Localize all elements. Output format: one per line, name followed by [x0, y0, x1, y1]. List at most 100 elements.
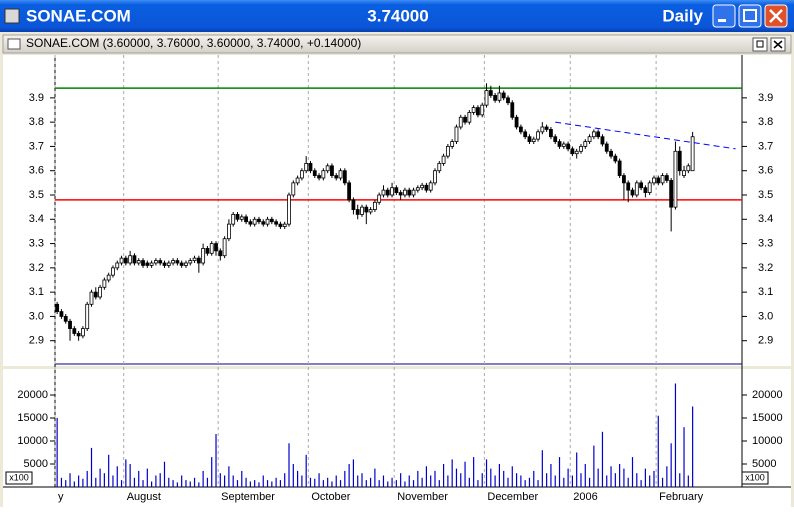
candle-body [506, 97, 510, 104]
candle-body [304, 163, 309, 172]
candle-body [274, 221, 279, 225]
candle-body [196, 257, 201, 264]
x-tick-label: February [659, 491, 704, 503]
y-tick-label-right: 3.4 [758, 213, 773, 225]
candle-body [467, 112, 472, 123]
candle-body [175, 260, 180, 264]
volume-tick-label-right: 15000 [752, 412, 783, 424]
candle-body [299, 170, 304, 179]
candle-body [385, 189, 390, 196]
candle-body [579, 146, 583, 152]
candle-body [497, 92, 502, 101]
candle-body [381, 189, 386, 196]
candle-body [231, 214, 236, 225]
window-period: Daily [662, 6, 703, 25]
candle-body [205, 248, 210, 254]
candle-body [136, 260, 141, 264]
candle-body [201, 248, 206, 264]
candle-body [72, 328, 77, 334]
candle-body [342, 170, 347, 184]
candle-body [424, 184, 429, 191]
candle-body [119, 257, 124, 264]
candle-body [209, 243, 214, 254]
candle-body [450, 141, 455, 147]
candle-body [527, 136, 532, 142]
candle-body [308, 163, 313, 172]
sub-close-button[interactable] [770, 37, 786, 52]
candle-body [76, 333, 81, 337]
candle-body [613, 155, 618, 162]
unit-box-right [741, 471, 769, 485]
candle-body [531, 138, 536, 142]
y-tick-label-left: 3.1 [29, 286, 44, 298]
candle-body [188, 260, 193, 264]
candle-body [583, 141, 588, 147]
candle-body [248, 221, 253, 225]
candle-body [553, 136, 558, 142]
candle-body [111, 267, 115, 276]
price-panel [3, 55, 791, 366]
candle-body [162, 262, 167, 266]
sub-title: SONAE.COM (3.60000, 3.76000, 3.60000, 3.… [26, 36, 361, 50]
maximize-button[interactable] [738, 4, 762, 28]
volume-unit-left: x100 [9, 472, 29, 482]
candle-body [643, 187, 648, 193]
candle-body [566, 143, 571, 150]
candle-body [214, 243, 218, 252]
x-tick-label: 2006 [573, 491, 597, 503]
candle-body [287, 194, 291, 225]
candle-body [609, 150, 613, 157]
y-tick-label-left: 3.5 [29, 189, 44, 201]
sub-title-bar [2, 34, 792, 54]
candle-body [407, 189, 412, 196]
candle-body [656, 177, 661, 184]
candle-body [587, 136, 592, 142]
candle-body [514, 116, 519, 128]
candle-body [480, 104, 485, 116]
y-tick-label-left: 3.0 [29, 310, 44, 322]
candle-body [437, 163, 442, 172]
candle-body [428, 182, 433, 191]
candle-body [604, 143, 609, 152]
close-button[interactable] [764, 4, 788, 28]
candle-body [145, 262, 150, 266]
candle-body [55, 303, 60, 312]
candle-body [226, 223, 231, 240]
candle-body [330, 165, 334, 176]
candle-body [68, 320, 72, 329]
unit-box-left [5, 471, 33, 485]
candle-body [59, 311, 64, 317]
volume-tick-label-right: 10000 [752, 435, 783, 447]
candle-body [85, 303, 90, 329]
candle-body [660, 175, 665, 184]
volume-unit-right: x100 [745, 472, 765, 482]
candle-body [218, 250, 223, 257]
sub-restore-button[interactable] [752, 37, 768, 52]
y-tick-label-right: 3.0 [758, 310, 773, 322]
candle-body [591, 131, 596, 138]
candle-body [334, 175, 339, 179]
x-tick-label: October [311, 491, 350, 503]
candle-body [278, 223, 283, 227]
y-tick-label-right: 3.3 [758, 237, 773, 249]
x-tick-label: November [397, 491, 448, 503]
candle-body [372, 201, 377, 210]
candle-body [639, 182, 643, 189]
volume-tick-label-right: 20000 [752, 389, 783, 401]
candle-body [338, 170, 343, 179]
volume-tick-label-left: 10000 [17, 435, 48, 447]
candle-body [265, 218, 270, 225]
title-bar [0, 0, 794, 32]
candle-body [484, 90, 489, 106]
volume-tick-label-left: 5000 [24, 458, 48, 470]
candle-body [669, 180, 674, 208]
minimize-button[interactable] [712, 4, 736, 28]
candle-body [634, 182, 639, 196]
candle-body [364, 206, 369, 213]
trend-line [555, 121, 736, 150]
y-tick-label-right: 3.5 [758, 189, 773, 201]
candle-body [493, 95, 498, 101]
candle-body [476, 107, 480, 116]
x-tick-label: December [487, 491, 538, 503]
